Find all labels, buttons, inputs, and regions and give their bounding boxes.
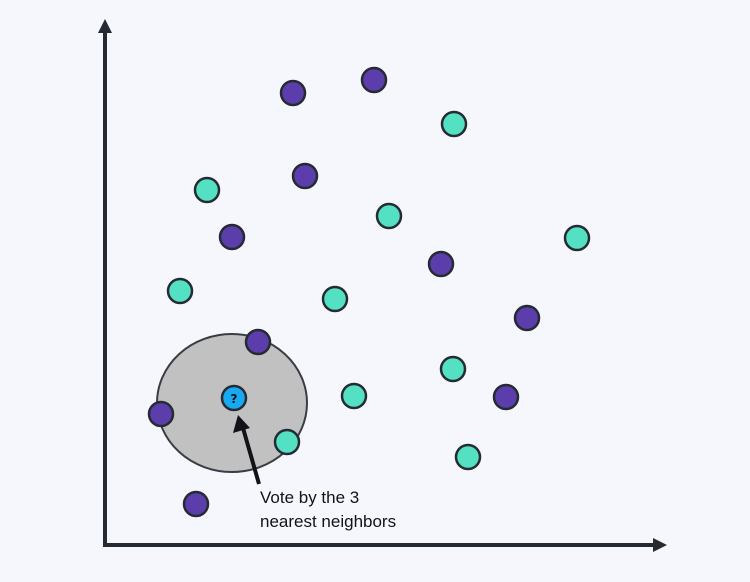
annotation-arrow-head (233, 415, 250, 433)
class-a-point (182, 490, 210, 518)
y-axis-arrowhead (98, 19, 112, 33)
x-axis-arrowhead (653, 538, 667, 552)
class-a-point (492, 383, 520, 411)
query-point-label: ? (231, 392, 238, 406)
annotation-arrow (233, 415, 261, 485)
class-b-point (273, 428, 301, 456)
annotation-arrow-shaft (241, 427, 261, 485)
data-points (147, 66, 591, 518)
axes (98, 19, 667, 552)
class-b-point (439, 355, 467, 383)
class-b-point (563, 224, 591, 252)
class-a-point (218, 223, 246, 251)
class-a-point (427, 250, 455, 278)
query-point-circle (220, 384, 248, 412)
class-b-point (340, 382, 368, 410)
class-a-point (513, 304, 541, 332)
class-b-point (375, 202, 403, 230)
annotation-line-2: nearest neighbors (260, 512, 396, 531)
class-a-point (279, 79, 307, 107)
class-b-point (166, 277, 194, 305)
query-point: ? (220, 384, 248, 412)
class-b-point (321, 285, 349, 313)
class-b-point (193, 176, 221, 204)
class-a-point (291, 162, 319, 190)
class-a-point (360, 66, 388, 94)
class-b-point (440, 110, 468, 138)
class-a-point (147, 400, 175, 428)
class-b-point (454, 443, 482, 471)
annotation-line-1: Vote by the 3 (260, 488, 359, 507)
class-a-point (244, 328, 272, 356)
